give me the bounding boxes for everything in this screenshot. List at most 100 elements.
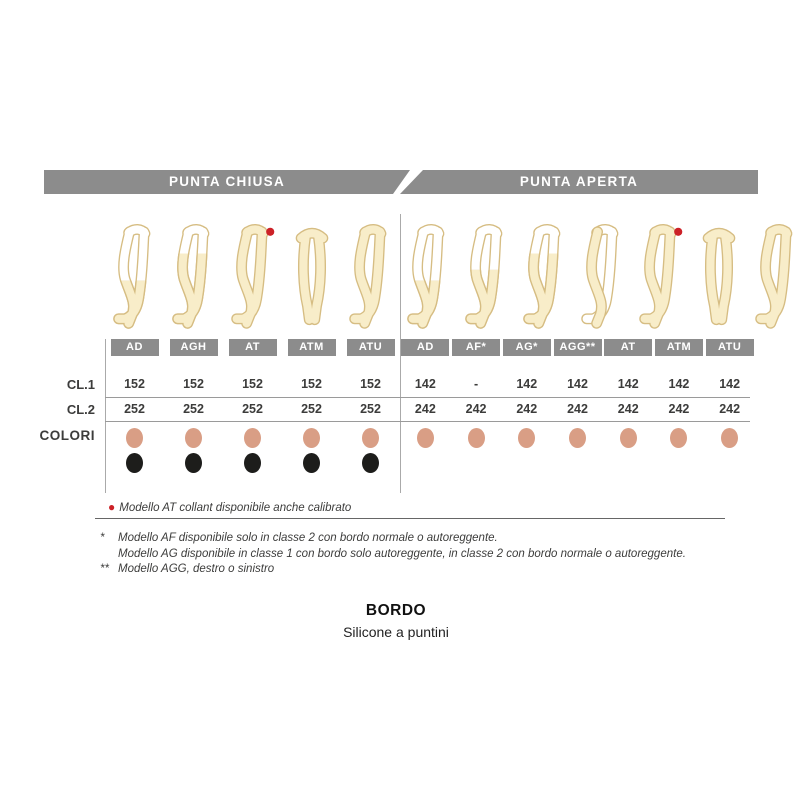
cl2-row: 242 242 242 242 242 242 242 <box>400 397 755 421</box>
color-swatch-skin <box>467 428 485 448</box>
cl2-cell: 242 <box>400 397 451 421</box>
cl2-row: 252 252 252 252 252 <box>105 397 400 421</box>
cl1-underline <box>105 397 750 398</box>
legs-cell <box>400 222 458 334</box>
legs-illustration <box>581 223 619 329</box>
footnote-text: Modello AGG, destro o sinistro <box>118 563 275 575</box>
footnote-line: ** Modello AGG, destro o sinistro <box>100 562 720 578</box>
colors-cell <box>603 424 654 486</box>
colors-cell <box>282 424 341 486</box>
footnote-marker: ** <box>100 563 109 575</box>
footnotes: * Modello AF disponibile solo in classe 2… <box>100 531 720 578</box>
row-label-cl1: CL.1 <box>66 377 95 392</box>
badge-cell: AGG** <box>552 339 603 356</box>
legs-illustration <box>407 223 445 329</box>
cl1-value: 142 <box>567 377 588 391</box>
legs-cell <box>223 222 282 334</box>
badges-row: AD AGH AT ATM ATU <box>105 339 400 356</box>
cl1-cell: 142 <box>603 372 654 396</box>
footnote-line: * Modello AF disponibile solo in classe 2… <box>100 531 720 547</box>
color-swatch-black <box>126 453 143 473</box>
legs-cell <box>690 222 748 334</box>
cl1-cell: 142 <box>501 372 552 396</box>
legs-row <box>400 212 793 334</box>
model-badge: AF* <box>452 339 501 356</box>
open-toe-header-label: PUNTA APERTA <box>519 174 639 189</box>
cl2-value: 242 <box>414 402 436 416</box>
row-label-colori: COLORI <box>39 428 95 443</box>
color-swatch-skin <box>126 428 143 448</box>
legs-illustration <box>348 223 386 329</box>
model-badge: ATU <box>705 339 754 356</box>
colors-cell <box>341 424 400 486</box>
cl2-cell: 252 <box>282 397 341 421</box>
open-toe-header-bar: PUNTA APERTA <box>400 170 758 194</box>
model-badge: AGG** <box>553 339 602 356</box>
legs-cell <box>458 222 516 334</box>
cl2-value: 242 <box>567 402 588 416</box>
badge-cell: AT <box>603 339 654 356</box>
legs-cell <box>164 222 223 334</box>
colors-cell <box>654 424 705 486</box>
model-badge: AG* <box>502 339 551 356</box>
cl2-value: 242 <box>465 402 487 416</box>
model-badge: ATM <box>654 339 703 356</box>
cl1-value: 152 <box>183 377 204 391</box>
legs-illustration <box>523 223 561 329</box>
open-toe-section: AD AF* AG* AGG** AT ATM ATU 142-142 142 142 142 142… <box>400 212 793 502</box>
cl1-cell: 142 <box>400 372 451 396</box>
footnote-text: Modello AG disponibile in classe 1 con b… <box>118 547 686 560</box>
badge-cell: AF* <box>451 339 502 356</box>
legs-illustration <box>755 223 793 329</box>
color-swatch-black <box>303 453 320 473</box>
legs-illustration <box>465 223 503 329</box>
cl2-value: 242 <box>516 402 538 416</box>
model-badge: ATU <box>346 339 395 356</box>
model-badge: AD <box>401 339 450 356</box>
legs-illustration <box>230 223 274 329</box>
note-separator-line <box>95 518 725 519</box>
color-swatch-skin <box>670 428 688 448</box>
red-dot-note-text: Modello AT collant disponibile anche cal… <box>119 502 352 514</box>
cl2-value: 252 <box>124 402 145 416</box>
badge-cell: AGH <box>164 339 223 356</box>
badge-cell: ATM <box>654 339 705 356</box>
cl1-cell: - <box>451 372 502 396</box>
cl2-value: 242 <box>617 402 639 416</box>
cl1-cell: 142 <box>704 372 755 396</box>
red-dot-note: ● Modello AT collant disponibile anche ca… <box>108 500 351 514</box>
colors-cell <box>400 424 451 486</box>
badge-cell: ATM <box>282 339 341 356</box>
badge-cell: AT <box>223 339 282 356</box>
model-badge: AD <box>110 339 159 356</box>
cl1-value: 152 <box>242 377 263 391</box>
cl2-value: 252 <box>183 402 204 416</box>
cl1-row: 152 152 152 152 152 <box>105 372 400 396</box>
cl2-cell: 242 <box>654 397 705 421</box>
bordo-block: BORDO Silicone a puntini <box>0 602 792 640</box>
red-dot-marker <box>265 227 274 236</box>
cl2-cell: 242 <box>704 397 755 421</box>
red-dot-bullet-icon: ● <box>108 500 116 514</box>
cl2-cell: 242 <box>451 397 502 421</box>
cl2-value: 252 <box>360 402 381 416</box>
cl2-value: 242 <box>668 402 690 416</box>
closed-toe-header-bar: PUNTA CHIUSA <box>44 170 410 194</box>
badge-cell: ATU <box>704 339 755 356</box>
bordo-subtitle: Silicone a puntini <box>343 624 449 640</box>
model-badge: ATM <box>287 339 336 356</box>
cl2-value: 242 <box>719 402 741 416</box>
footnote-marker: * <box>100 532 105 544</box>
colors-cell <box>223 424 282 486</box>
legs-illustration <box>112 223 150 329</box>
colors-row <box>105 424 400 486</box>
model-badge: AT <box>604 339 653 356</box>
cl1-value: 142 <box>617 377 639 391</box>
colors-cell <box>451 424 502 486</box>
section-divider <box>400 214 401 493</box>
closed-toe-header-label: PUNTA CHIUSA <box>168 174 286 189</box>
cl2-cell: 242 <box>501 397 552 421</box>
colors-cell <box>164 424 223 486</box>
cl1-value: 152 <box>360 377 381 391</box>
